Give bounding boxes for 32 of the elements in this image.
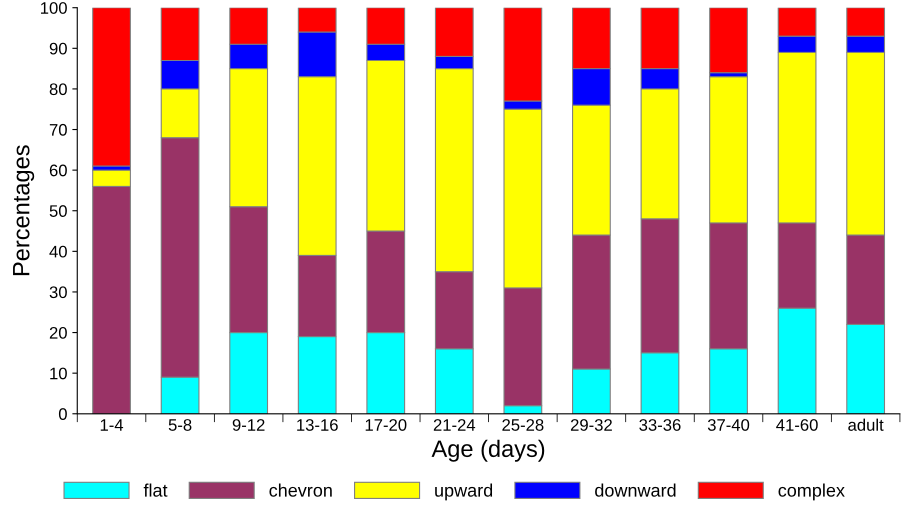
legend-label: flat	[144, 483, 168, 497]
y-tick-label: 20	[50, 326, 67, 339]
y-tick-label: 70	[50, 124, 67, 136]
legend-label: downward	[595, 483, 676, 497]
x-tick-label: 13-16	[297, 419, 338, 431]
x-tick-label: 9-12	[232, 419, 264, 431]
x-axis-title: Age (days)	[432, 440, 544, 462]
x-tick-label: 1-4	[100, 419, 124, 431]
bar	[92, 8, 131, 167]
bar	[709, 8, 748, 74]
legend-label: complex	[778, 483, 845, 500]
x-tick-label: 21-24	[434, 419, 476, 431]
legend-label: chevron	[269, 483, 332, 497]
y-tick-label: 100	[41, 2, 67, 14]
x-tick-label: 17-20	[366, 419, 406, 431]
y-tick-label: 40	[49, 246, 67, 258]
y-tick-label: 80	[50, 83, 67, 96]
y-tick-label: 10	[50, 368, 67, 380]
x-tick-label: 37-40	[708, 419, 750, 431]
x-tick-label: 29-32	[570, 419, 612, 431]
x-tick-label: 25-28	[502, 419, 544, 431]
x-tick-label: 33-36	[639, 419, 681, 431]
y-axis-title: Percentages	[13, 145, 34, 276]
y-tick-label: 60	[50, 164, 67, 176]
y-tick-label: 30	[50, 286, 67, 298]
legend-label: upward	[435, 483, 492, 500]
x-tick-label: adult	[848, 418, 884, 431]
y-tick-label: 90	[50, 42, 67, 55]
x-tick-label: 41-60	[776, 419, 818, 431]
y-tick-label: 50	[50, 205, 67, 217]
x-tick-label: 5-8	[168, 419, 192, 431]
y-tick-label: 0	[58, 408, 67, 420]
